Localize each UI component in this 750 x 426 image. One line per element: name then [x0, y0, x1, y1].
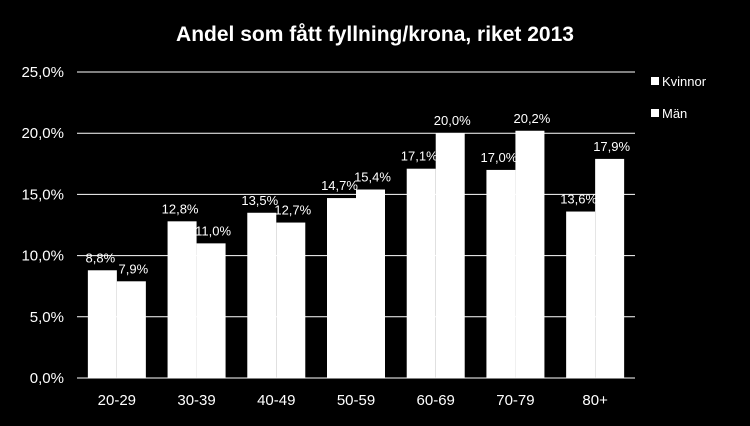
y-tick-label: 10,0%	[21, 248, 64, 265]
bar-man-80+	[595, 158, 625, 378]
y-tick-label: 5,0%	[30, 309, 64, 326]
legend-label: Män	[662, 106, 687, 121]
y-tick-label: 25,0%	[21, 64, 64, 81]
data-label: 11,0%	[195, 223, 231, 238]
data-label: 13,5%	[241, 193, 278, 208]
x-tick-label: 30-39	[177, 392, 215, 409]
y-tick-label: 20,0%	[21, 125, 64, 142]
legend-swatch	[651, 77, 659, 85]
x-tick-label: 70-79	[496, 392, 534, 409]
chart-title: Andel som fått fyllning/krona, riket 201…	[176, 23, 574, 46]
data-label: 17,1%	[401, 149, 438, 164]
bar-man-20-29	[116, 281, 146, 378]
data-label: 14,7%	[321, 178, 358, 193]
y-axis-tick-labels: 0,0% 5,0% 10,0% 15,0% 20,0% 25,0%	[21, 64, 64, 387]
data-label: 20,2%	[513, 111, 550, 126]
bar-man-30-39	[196, 243, 226, 378]
data-label: 17,9%	[593, 139, 630, 154]
bar-kvinnor-70-79	[486, 169, 516, 378]
bar-kvinnor-80+	[566, 211, 596, 378]
y-tick-label: 15,0%	[21, 186, 64, 203]
x-tick-label: 50-59	[337, 392, 375, 409]
data-label: 8,8%	[86, 250, 116, 265]
bar-kvinnor-40-49	[247, 212, 277, 378]
legend: Kvinnor Män	[651, 74, 707, 121]
data-label: 13,6%	[560, 192, 597, 207]
data-labels: 8,8%7,9% 12,8% 11,0% 13,5%12,7% 14,7%15,4% 17…	[86, 111, 631, 277]
data-label: 12,8%	[162, 201, 199, 216]
x-tick-label: 60-69	[417, 392, 455, 409]
legend-swatch	[651, 109, 659, 117]
bar-man-60-69	[435, 133, 465, 378]
bars	[87, 130, 625, 378]
data-label: 20,0%	[434, 113, 471, 128]
x-tick-label: 20-29	[98, 392, 136, 409]
data-label: 7,9%	[119, 261, 149, 276]
legend-label: Kvinnor	[662, 74, 707, 89]
x-tick-label: 80+	[582, 392, 608, 409]
x-tick-label: 40-49	[257, 392, 295, 409]
data-label: 12,7%	[274, 203, 311, 218]
bar-man-70-79	[515, 130, 545, 378]
data-label: 15,4%	[354, 170, 391, 185]
bar-man-40-49	[276, 222, 306, 378]
data-label: 17,0%	[480, 150, 517, 165]
bar-man-50-59	[356, 189, 385, 378]
y-tick-label: 0,0%	[30, 370, 64, 387]
bar-kvinnor-30-39	[167, 221, 197, 378]
bar-kvinnor-60-69	[406, 168, 436, 378]
bar-kvinnor-20-29	[87, 270, 117, 378]
x-axis-tick-labels: 20-29 30-39 40-49 50-59 60-69 70-79 80+	[98, 392, 608, 409]
bar-kvinnor-50-59	[327, 198, 356, 378]
